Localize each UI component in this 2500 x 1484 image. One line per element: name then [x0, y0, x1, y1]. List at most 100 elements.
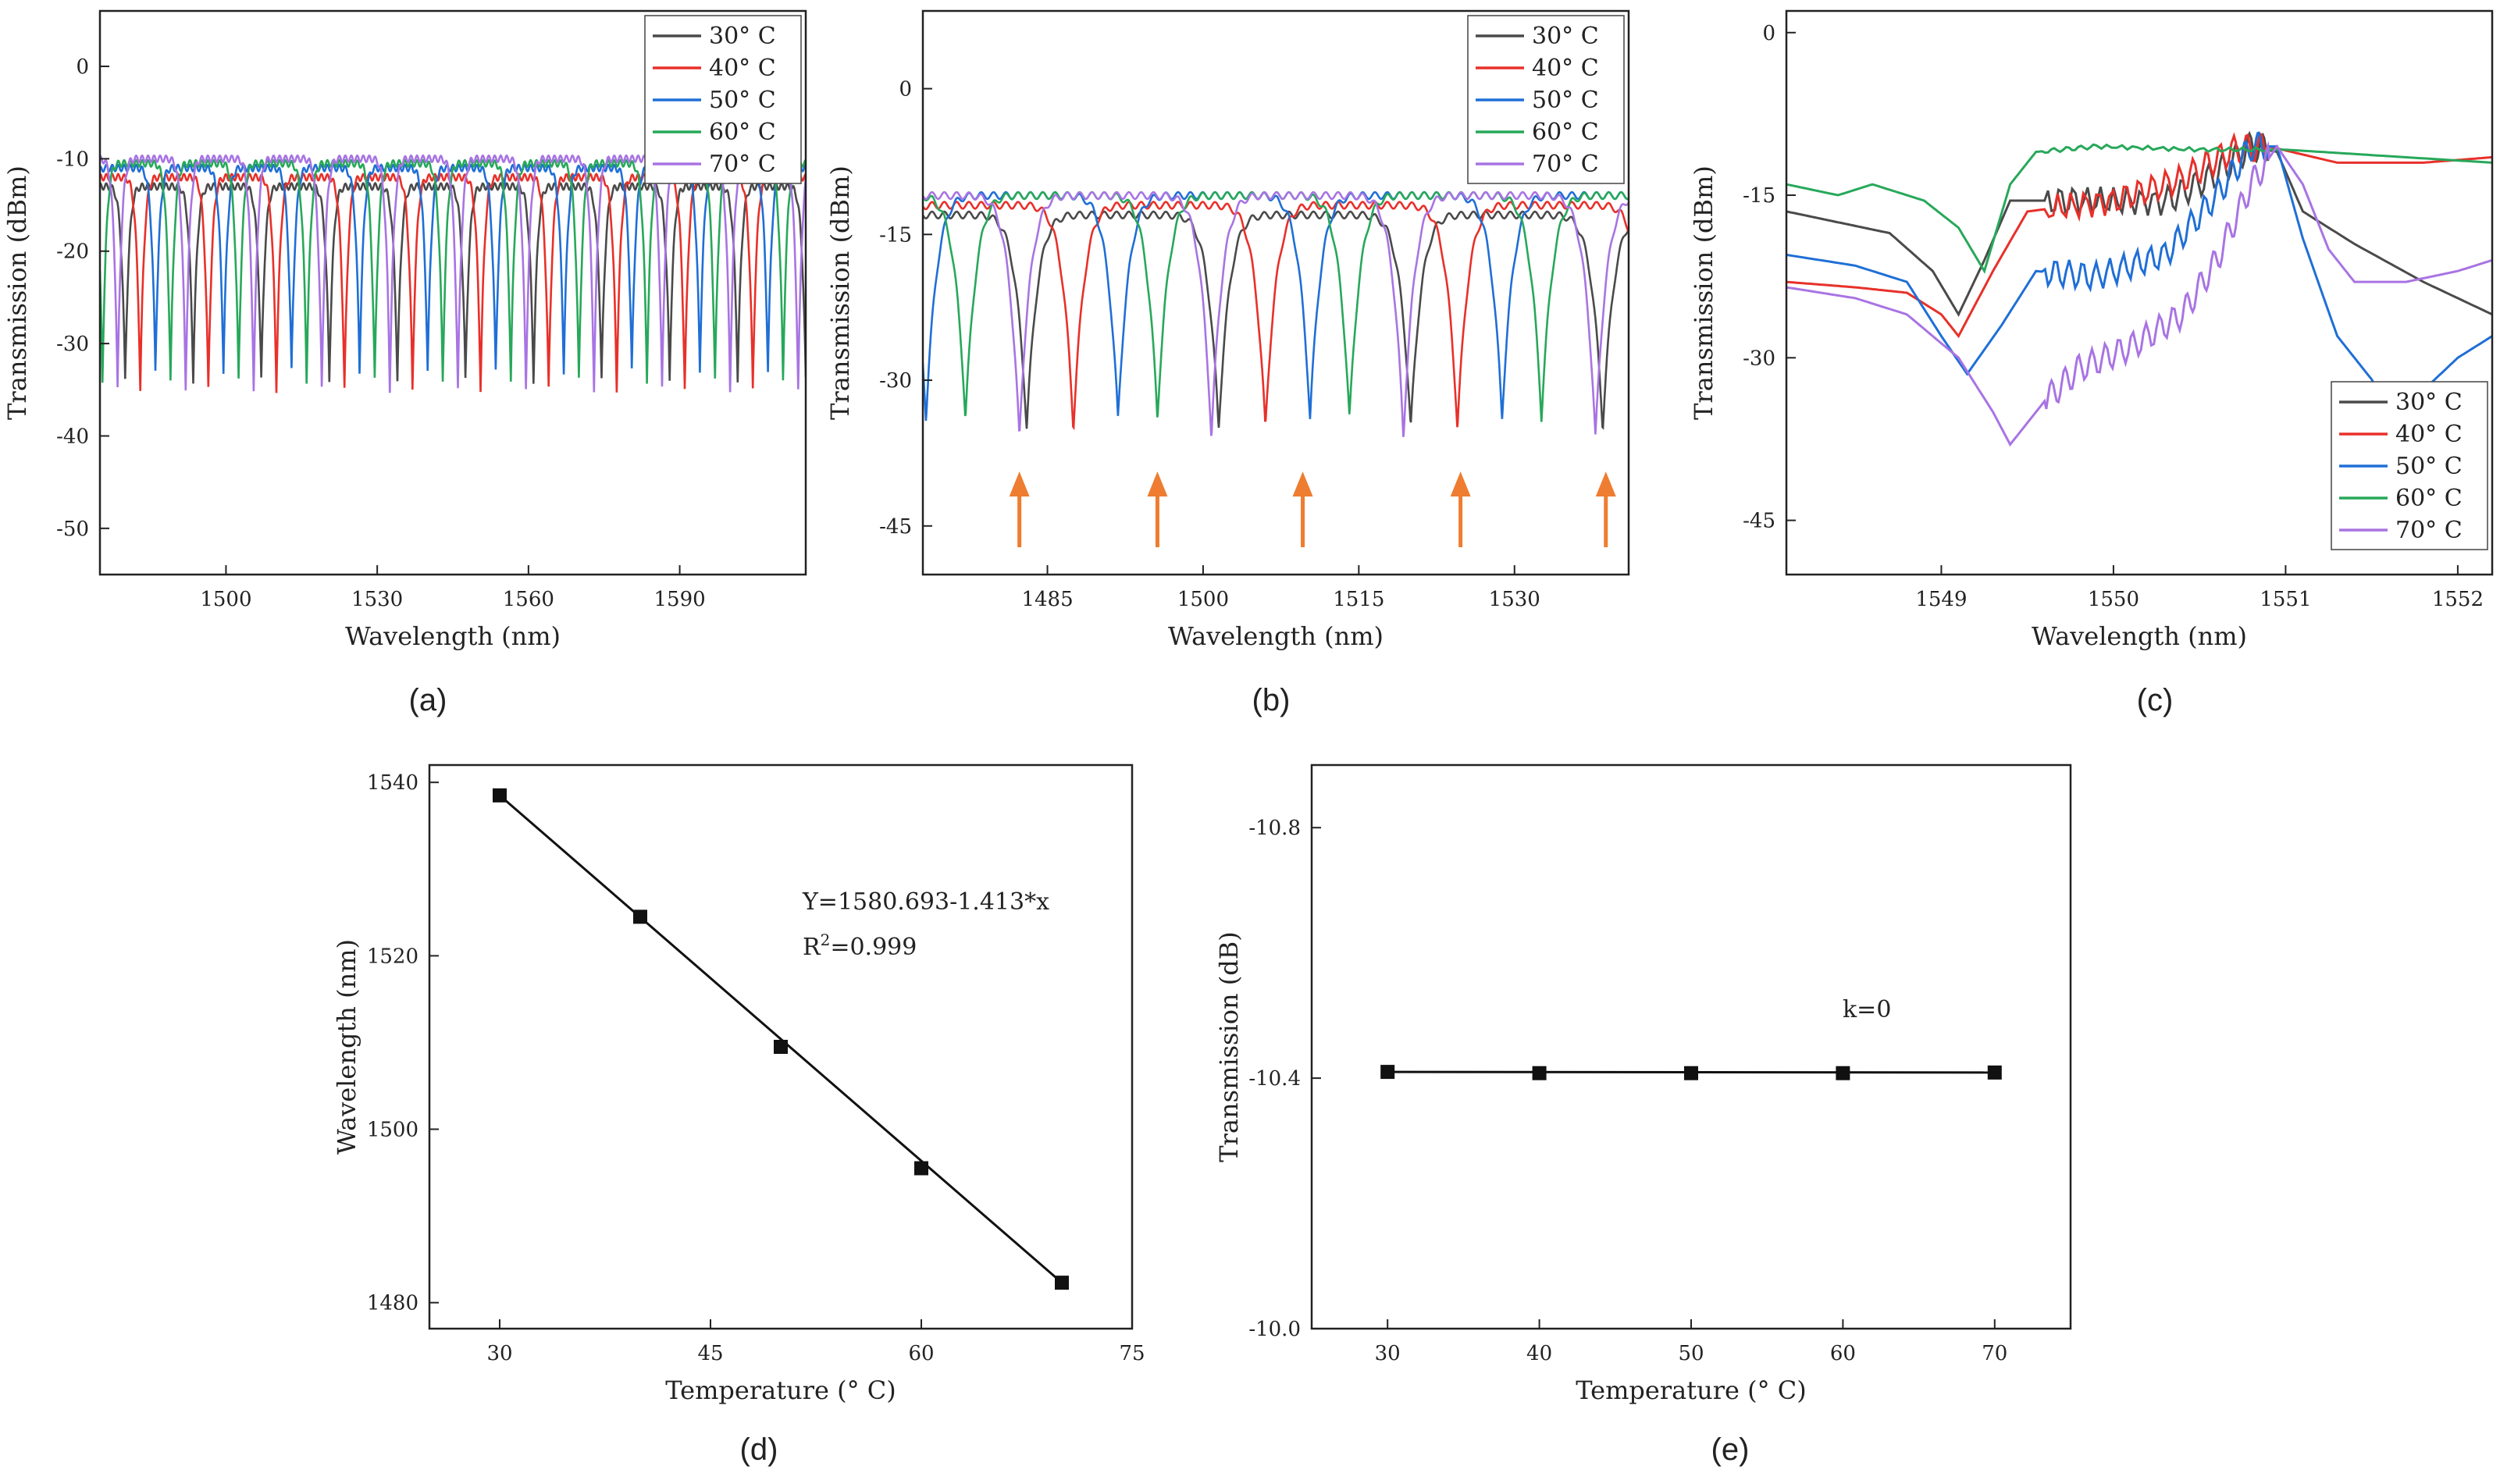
y-tick-label: 0 [76, 55, 89, 79]
x-tick-label: 1500 [1177, 588, 1229, 611]
r-superscript: 2 [821, 931, 831, 949]
x-tick-label: 1551 [2260, 588, 2311, 611]
y-tick-label: -10.0 [1248, 1318, 1301, 1341]
chart-panel-d: 30 45 60 75 1480 1500 1520 1540 Temperature (° C… [332, 763, 1145, 1467]
y-tick-label: -30 [879, 369, 912, 393]
x-tick-label: 1485 [1021, 588, 1073, 611]
x-tick-label: 45 [697, 1342, 723, 1365]
x-axis-title: Temperature (° C) [665, 1375, 896, 1405]
data-point [493, 788, 507, 802]
data-point [914, 1161, 928, 1176]
y-tick-label: 0 [899, 78, 912, 101]
x-tick-label: 75 [1119, 1342, 1145, 1365]
y-axis-title: Transmission (dBm) [825, 165, 855, 420]
fit-line [499, 794, 1063, 1284]
legend: 30° C 40° C 50° C 60° C 70° C [1467, 15, 1625, 184]
plot-frame [921, 9, 1630, 576]
fit-equation: Y=1580.693-1.413*x [802, 888, 1049, 916]
legend-entry: 70° C [709, 151, 776, 178]
arrow-head [1595, 472, 1616, 496]
arrow-head [1450, 472, 1471, 496]
panel-label: (d) [740, 1432, 778, 1467]
peak-arrow [1292, 472, 1313, 547]
data-point [1532, 1066, 1547, 1080]
x-tick-label: 30 [486, 1342, 512, 1365]
x-tick-label: 1590 [653, 588, 705, 611]
y-tick-label: -30 [56, 333, 89, 356]
y-axis-title: Transmission (dBm) [1689, 165, 1718, 420]
y-tick-label: -10 [56, 148, 89, 171]
data-point [633, 909, 647, 924]
x-tick-label: 40 [1526, 1342, 1552, 1365]
data-point [1987, 1065, 2002, 1080]
x-axis-title: Wavelength (nm) [2032, 621, 2247, 651]
y-tick-label: -20 [56, 240, 89, 264]
y-tick-label: -10.8 [1248, 817, 1301, 840]
y-tick-label: -45 [1743, 510, 1775, 533]
plot-frame [1785, 9, 2494, 576]
plot-frame [428, 763, 1134, 1330]
y-tick-label: -10.4 [1248, 1067, 1301, 1091]
chart-panel-a: 1500 1530 1560 1590 0 -10 -20 -30 -40 -50 Waveleng… [2, 9, 807, 717]
x-tick-label: 60 [908, 1342, 934, 1365]
y-tick-label: -50 [56, 518, 89, 541]
data-point [1836, 1066, 1850, 1080]
data-point [774, 1040, 788, 1054]
x-tick-label: 1560 [503, 588, 554, 611]
y-tick-label: -45 [879, 515, 912, 539]
slope-annotation: k=0 [1843, 996, 1891, 1023]
panel-label: (b) [1252, 683, 1291, 717]
y-tick-label: 1520 [367, 945, 418, 968]
panel-label: (c) [2137, 683, 2174, 717]
y-tick-label: 1500 [367, 1119, 418, 1142]
panel-label: (a) [409, 683, 447, 717]
y-tick-label: 1540 [367, 771, 418, 795]
plot-frame [1310, 763, 2072, 1330]
y-axis-title: Transmission (dBm) [2, 165, 32, 420]
legend-entry: 50° C [709, 87, 776, 114]
data-point [1380, 1065, 1395, 1080]
x-axis-title: Temperature (° C) [1576, 1375, 1806, 1405]
legend-entry: 60° C [1532, 119, 1599, 146]
x-axis-title: Wavelength (nm) [1168, 621, 1384, 651]
x-tick-label: 1530 [1489, 588, 1540, 611]
x-tick-label: 1500 [200, 588, 251, 611]
series-line-30C [1786, 130, 2492, 317]
series-line-40C [923, 201, 1629, 431]
x-axis-title: Wavelength (nm) [345, 621, 561, 651]
x-tick-label: 1515 [1333, 588, 1384, 611]
series-line-60C [1786, 143, 2492, 274]
x-tick-label: 30 [1375, 1342, 1401, 1365]
y-tick-label: -15 [1743, 184, 1775, 208]
panel-label: (e) [1711, 1432, 1750, 1467]
y-tick-label: -40 [56, 425, 89, 448]
r-value: =0.999 [830, 934, 917, 961]
series-line-30C [923, 210, 1629, 430]
legend: 30° C 40° C 50° C 60° C 70° C [644, 15, 802, 184]
x-tick-label: 1550 [2088, 588, 2139, 611]
arrow-head [1292, 472, 1313, 496]
y-axis-title: Transmission (dB) [1214, 931, 1244, 1162]
peak-arrow [1009, 472, 1030, 547]
series-group [923, 190, 1629, 437]
y-tick-label: -30 [1743, 347, 1775, 370]
series-group [100, 154, 806, 393]
legend-entry: 60° C [2395, 485, 2463, 512]
x-tick-label: 1552 [2432, 588, 2484, 611]
y-tick-label: 1480 [367, 1292, 418, 1315]
x-tick-label: 60 [1830, 1342, 1856, 1365]
x-tick-label: 70 [1982, 1342, 2007, 1365]
series-line-40C [1786, 132, 2492, 339]
legend-entry: 50° C [2395, 453, 2463, 480]
data-point [1684, 1066, 1698, 1080]
legend-entry: 70° C [2395, 517, 2463, 544]
legend-entry: 30° C [709, 23, 776, 50]
x-tick-label: 1549 [1915, 588, 1967, 611]
legend-entry: 30° C [1532, 23, 1599, 50]
y-axis-title: Wavelength (nm) [332, 939, 361, 1155]
legend-entry: 60° C [709, 119, 776, 146]
chart-panel-c: 1549 1550 1551 1552 0 -15 -30 -45 Wavelength (nm… [1689, 9, 2494, 717]
peak-arrow [1595, 472, 1616, 547]
r-label: R [803, 934, 821, 961]
